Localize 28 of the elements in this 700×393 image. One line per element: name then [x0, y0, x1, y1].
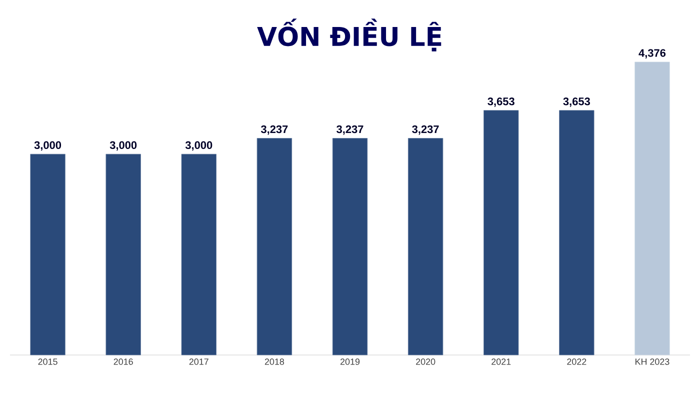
x-tick-label: 2019 — [340, 358, 360, 365]
x-tick-label: 2015 — [38, 358, 58, 365]
x-tick-label: 2016 — [114, 358, 133, 365]
bar — [256, 138, 292, 356]
bar — [634, 62, 670, 356]
bar — [106, 154, 141, 356]
data-label: 3,237 — [260, 125, 288, 135]
x-tick-label: KH 2023 — [636, 358, 670, 365]
x-tick-label: 2022 — [567, 358, 586, 365]
x-tick-label: 2018 — [264, 358, 284, 365]
bar — [559, 110, 594, 356]
bar — [30, 154, 66, 356]
data-label: 3,000 — [110, 141, 137, 151]
data-label: 3,237 — [336, 125, 364, 135]
bar — [408, 138, 444, 356]
chart-title: VỐN ĐIỀU LỆ — [257, 18, 442, 52]
bar — [332, 138, 368, 356]
x-tick-label: 2021 — [492, 358, 511, 365]
bar — [484, 110, 519, 356]
data-label: 3,237 — [412, 125, 439, 135]
x-tick-label: 2020 — [416, 358, 436, 365]
x-tick-label: 2017 — [189, 358, 208, 365]
data-label: 3,000 — [185, 141, 212, 151]
data-label: 4,376 — [638, 49, 666, 58]
data-label: 3,653 — [563, 98, 590, 107]
data-label: 3,653 — [488, 98, 514, 107]
bar — [181, 154, 216, 356]
data-label: 3,000 — [34, 141, 62, 151]
